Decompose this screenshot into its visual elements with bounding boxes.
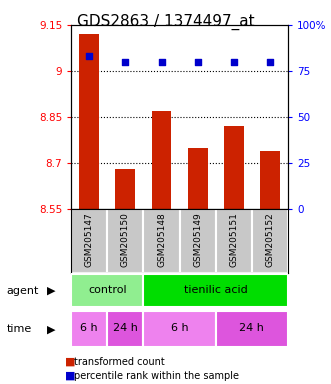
Text: GSM205149: GSM205149 bbox=[193, 212, 202, 267]
Text: agent: agent bbox=[7, 286, 39, 296]
Bar bbox=[224, 126, 244, 209]
FancyBboxPatch shape bbox=[71, 275, 143, 307]
FancyBboxPatch shape bbox=[216, 209, 252, 273]
FancyBboxPatch shape bbox=[143, 311, 216, 348]
Text: percentile rank within the sample: percentile rank within the sample bbox=[74, 371, 239, 381]
Bar bbox=[79, 34, 99, 209]
Text: GSM205148: GSM205148 bbox=[157, 212, 166, 267]
Bar bbox=[116, 169, 135, 209]
FancyBboxPatch shape bbox=[107, 311, 143, 348]
FancyBboxPatch shape bbox=[71, 209, 107, 273]
FancyBboxPatch shape bbox=[71, 311, 107, 348]
Text: GSM205151: GSM205151 bbox=[229, 212, 238, 267]
Point bbox=[123, 59, 128, 65]
Text: control: control bbox=[88, 285, 127, 295]
FancyBboxPatch shape bbox=[143, 209, 179, 273]
FancyBboxPatch shape bbox=[107, 209, 143, 273]
Text: ■: ■ bbox=[65, 371, 75, 381]
Point bbox=[195, 59, 200, 65]
Bar bbox=[260, 151, 280, 209]
Text: GSM205152: GSM205152 bbox=[265, 212, 274, 267]
Text: time: time bbox=[7, 324, 32, 334]
Text: ▶: ▶ bbox=[47, 286, 56, 296]
FancyBboxPatch shape bbox=[252, 209, 288, 273]
Text: 6 h: 6 h bbox=[171, 323, 188, 333]
Bar bbox=[188, 148, 208, 209]
Text: 6 h: 6 h bbox=[80, 323, 98, 333]
Text: 24 h: 24 h bbox=[113, 323, 138, 333]
FancyBboxPatch shape bbox=[143, 275, 288, 307]
Text: GSM205150: GSM205150 bbox=[121, 212, 130, 267]
Text: tienilic acid: tienilic acid bbox=[184, 285, 248, 295]
Text: GSM205147: GSM205147 bbox=[85, 212, 94, 267]
FancyBboxPatch shape bbox=[216, 311, 288, 348]
Text: GDS2863 / 1374497_at: GDS2863 / 1374497_at bbox=[77, 13, 254, 30]
Bar bbox=[152, 111, 171, 209]
Text: ▶: ▶ bbox=[47, 324, 56, 334]
Point bbox=[231, 59, 236, 65]
Text: ■: ■ bbox=[65, 357, 75, 367]
Point bbox=[87, 53, 92, 60]
Text: transformed count: transformed count bbox=[74, 357, 165, 367]
FancyBboxPatch shape bbox=[179, 209, 216, 273]
Point bbox=[267, 59, 272, 65]
Point bbox=[159, 59, 164, 65]
Text: 24 h: 24 h bbox=[239, 323, 264, 333]
